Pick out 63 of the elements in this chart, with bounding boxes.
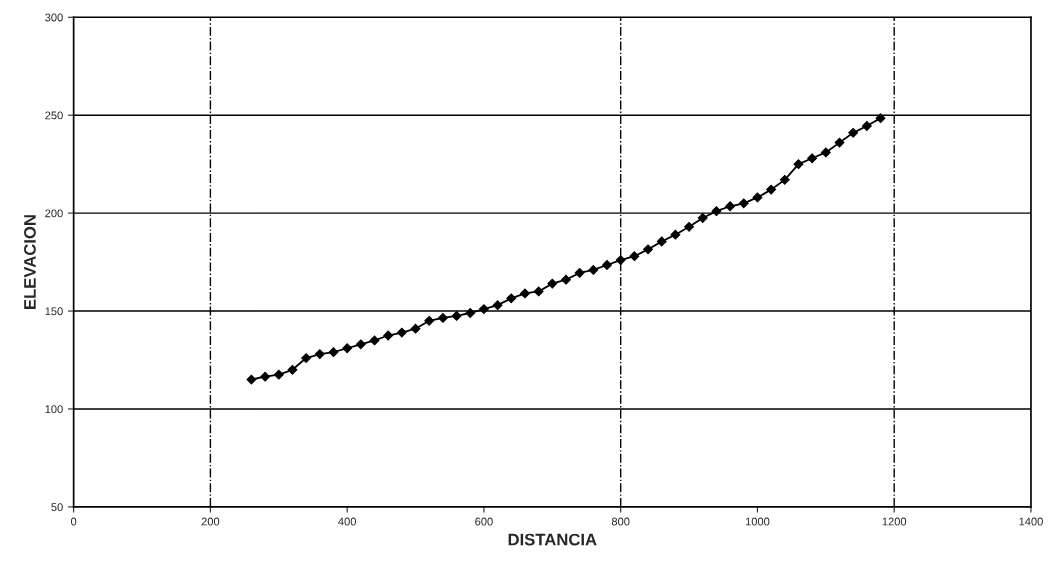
x-tick-label: 1400: [1019, 517, 1043, 526]
point: [820, 147, 831, 158]
x-tick-label: 1200: [882, 517, 907, 526]
y-tick-label: 300: [45, 13, 63, 22]
y-tick-label: 250: [45, 111, 63, 120]
x-tick-label: 200: [201, 517, 220, 526]
point: [738, 198, 749, 209]
point: [437, 312, 448, 323]
point: [424, 315, 435, 326]
point: [287, 364, 298, 375]
point: [807, 153, 818, 164]
x-tick-label: 1000: [745, 517, 770, 526]
point: [342, 343, 353, 354]
point: [766, 184, 777, 195]
y-tick-label: 50: [51, 503, 63, 512]
y-axis-title: ELEVACION: [24, 215, 36, 309]
point: [574, 267, 585, 278]
point: [533, 286, 544, 297]
point: [615, 255, 626, 266]
y-tick-label: 100: [45, 405, 63, 414]
point: [451, 311, 462, 321]
point: [725, 201, 736, 212]
point: [465, 308, 476, 318]
point: [670, 229, 681, 240]
point: [492, 300, 503, 311]
point: [848, 127, 859, 138]
point: [547, 278, 558, 289]
point: [875, 113, 886, 124]
point: [396, 327, 407, 338]
point: [684, 221, 694, 232]
point: [861, 121, 872, 131]
point: [314, 349, 325, 360]
point: [328, 347, 339, 358]
point: [602, 260, 612, 270]
point: [793, 159, 804, 170]
point: [752, 192, 763, 203]
point: [656, 236, 667, 247]
y-tick-label: 200: [45, 209, 63, 218]
point: [520, 288, 530, 299]
x-tick-label: 800: [611, 517, 630, 526]
point: [561, 274, 571, 285]
point: [355, 339, 366, 350]
point: [697, 213, 708, 223]
x-tick-label: 400: [338, 517, 356, 526]
point: [260, 371, 271, 382]
x-axis-title: DISTANCIA: [508, 533, 597, 546]
point: [273, 369, 284, 380]
point: [834, 137, 845, 148]
point: [410, 323, 421, 334]
point: [779, 174, 790, 185]
point: [643, 244, 653, 255]
point: [506, 293, 517, 304]
point: [369, 335, 380, 346]
y-tick-label: 150: [45, 307, 63, 316]
point: [629, 251, 640, 262]
x-tick-label: 600: [475, 517, 493, 526]
point: [301, 353, 312, 363]
point: [711, 206, 722, 217]
point: [246, 374, 257, 385]
point: [588, 264, 599, 275]
point: [478, 304, 489, 315]
x-tick-label: 0: [70, 517, 77, 526]
point: [383, 330, 394, 341]
